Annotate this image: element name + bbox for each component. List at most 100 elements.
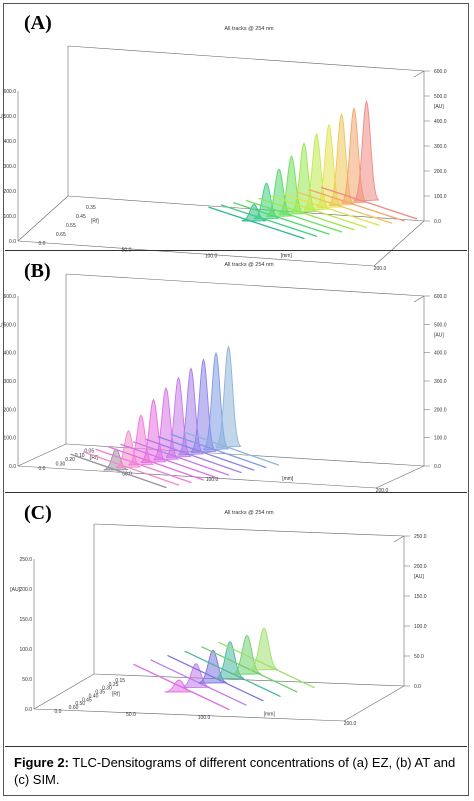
z-tick-label-left: 250.0 [19,557,32,563]
y-tick-label: 0.10 [75,453,85,459]
z-tick-label-left: 400.0 [3,351,16,357]
y-tick-label: 0.35 [95,690,105,696]
track-peak [354,99,380,202]
z-tick-label-left: 300.0 [3,379,16,385]
track-baseline [283,193,380,226]
track-baseline [308,188,405,222]
z-tick-label-right: 0.0 [434,464,441,470]
panel-b-label: (B) [24,260,51,282]
top-right-edge [413,70,425,78]
y-tick-label: 0.20 [65,457,75,463]
track-peak [216,345,242,448]
y-tick-label: 0.45 [82,697,92,703]
panel-a-label: (A) [24,12,52,34]
z-tick-label-right: 50.0 [414,654,424,660]
x-tick-label: 100.0 [205,254,218,260]
z-tick-label-left: 50.0 [22,677,32,683]
z-tick-label-left: 600.0 [3,89,16,95]
y-tick-label: 0.55 [66,223,76,229]
track-baseline [233,202,330,235]
z-axis-label-left: [AU] [0,322,5,328]
z-tick-label-right: 600.0 [434,69,447,75]
divider [5,250,467,251]
front-floor-edge [17,465,377,489]
z-tick-label-right: 400.0 [434,119,447,125]
right-floor-edge [375,465,425,489]
left-floor-edge [33,673,95,710]
front-floor-edge [33,708,345,722]
x-tick-label: 100.0 [198,715,211,721]
z-tick-label-left: 500.0 [3,322,16,328]
track-baseline [107,446,205,481]
z-tick-label-left: 100.0 [3,436,16,442]
y-tick-label: 0.35 [86,205,96,211]
track-baseline [270,195,368,229]
x-tick-label: 200.0 [374,266,387,272]
z-tick-label-right: 500.0 [434,322,447,328]
track-baseline [120,443,217,479]
track-baseline [157,436,255,471]
z-tick-label-left: 100.0 [19,647,32,653]
z-axis-label-left: [AU] [10,587,20,593]
x-axis-label: [mm] [282,476,294,482]
z-tick-label-left: 200.0 [3,189,16,195]
y-axis-label: [Rf] [91,219,99,225]
left-floor-edge [17,195,69,242]
x-tick-label: 0.0 [39,241,46,247]
divider [5,746,467,747]
z-tick-label-right: 200.0 [414,564,427,570]
x-tick-label: 200.0 [376,488,389,494]
y-tick-label: 0.50 [75,701,85,707]
x-tick-label: 0.0 [55,709,62,715]
track-baseline [170,433,267,469]
back-floor-edge [93,673,405,687]
z-tick-label-left: 200.0 [19,587,32,593]
z-tick-label-right: 300.0 [434,379,447,385]
z-tick-label-right: 300.0 [434,144,447,150]
top-back-edge [93,523,405,537]
densitogram-chart-c: All tracks @ 254 nm 0.0 50.0 100.0 150.0 200.… [10,510,427,727]
z-tick-label-right: 0.0 [434,219,441,225]
left-floor-edge [17,443,67,467]
x-axis-label: [mm] [264,712,276,718]
y-tick-label: 0.40 [89,693,99,699]
z-tick-label-left: 400.0 [3,139,16,145]
track-peak [249,627,279,671]
y-tick-label: 0.45 [76,214,86,220]
track-baseline [145,438,242,474]
z-tick-label-left: 600.0 [3,294,16,300]
top-right-edge [413,295,425,303]
z-axis-label-right: [AU] [434,104,444,110]
x-tick-label: 50.0 [126,712,136,718]
y-tick-label: 0.30 [56,462,66,468]
z-tick-label-right: 150.0 [414,594,427,600]
y-tick-label: 0.05 [84,448,94,454]
y-tick-label: 0.30 [102,686,112,692]
caption-text: TLC-Densitograms of different concentrat… [14,755,456,787]
z-tick-label-right: 500.0 [434,94,447,100]
divider [5,492,467,493]
x-tick-label: 200.0 [344,721,357,727]
right-floor-edge [373,220,425,267]
panel-a: (A) All tracks @ 254 nm 0.0 100.0 200.0 300.… [0,6,470,272]
z-tick-label-right: 200.0 [434,169,447,175]
z-tick-label-right: 250.0 [414,534,427,540]
y-tick-label: 0.60 [69,705,79,711]
z-tick-label-right: 0.0 [414,684,421,690]
track-baseline [82,451,180,486]
track-baseline [320,186,418,220]
z-tick-label-left: 300.0 [3,164,16,170]
track-baseline [95,448,192,484]
track-baseline [208,206,305,240]
top-back-edge [67,45,425,72]
track-baseline [258,197,355,231]
y-tick-label: 0.15 [115,678,125,684]
track-baseline [70,453,167,489]
track-peak [164,679,194,693]
front-floor-edge [17,240,375,267]
z-tick-label-right: 100.0 [434,194,447,200]
z-tick-label-left: 100.0 [3,214,16,220]
z-tick-label-left: 0.0 [9,239,16,245]
x-axis-label: [mm] [281,253,293,259]
x-tick-label: 100.0 [206,477,219,483]
